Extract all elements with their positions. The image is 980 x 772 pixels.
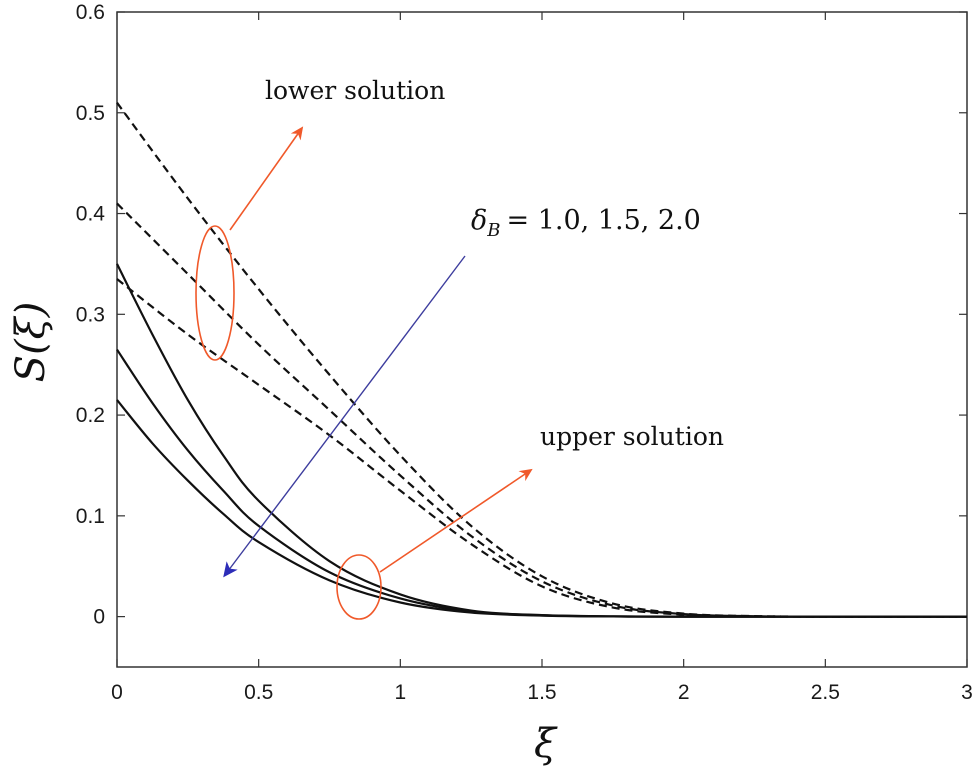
annotations: lower solution upper solution δB = 1.0, 1… xyxy=(195,76,724,620)
y-tick-label: 0.3 xyxy=(76,303,105,326)
y-tick-label: 0.2 xyxy=(76,404,105,427)
y-tick-label: 0.6 xyxy=(76,1,105,24)
lower-solution-label: lower solution xyxy=(265,76,445,105)
upper-solution-curve-6 xyxy=(116,399,968,618)
lower-solution-curve-2 xyxy=(116,202,968,618)
param-direction-arrow xyxy=(223,255,466,578)
x-tick-label: 1.5 xyxy=(527,681,556,704)
lower-solution-curve-1 xyxy=(116,102,968,618)
x-tick-label: 0 xyxy=(111,681,123,704)
data-series xyxy=(116,102,968,618)
y-axis-label: S(ξ) xyxy=(8,302,54,383)
upper-solution-label: upper solution xyxy=(540,422,724,451)
upper-solution-ellipse xyxy=(336,554,382,620)
y-tick-label: 0 xyxy=(93,606,105,629)
x-axis-label: ξ xyxy=(534,721,558,767)
x-tick-label: 3 xyxy=(961,681,973,704)
y-tick-label: 0.5 xyxy=(76,102,105,125)
lower-solution-ellipse xyxy=(195,225,235,361)
plot-area-frame xyxy=(116,11,968,668)
x-tick-label: 2 xyxy=(678,681,690,704)
param-symbol: δ xyxy=(471,205,487,236)
upper-solution-arrow xyxy=(379,468,533,573)
lower-solution-arrow xyxy=(229,126,304,231)
x-tick-label: 0.5 xyxy=(244,681,273,704)
param-values: = 1.0, 1.5, 2.0 xyxy=(507,205,701,236)
axis-tick-labels: 0 0.5 1 1.5 2 2.5 3 0 0.1 0.2 0.3 0.4 0.5 0.6 xyxy=(76,1,973,704)
axis-ticks xyxy=(116,11,968,667)
y-tick-label: 0.4 xyxy=(76,203,106,226)
x-tick-label: 1 xyxy=(394,681,406,704)
x-tick-label: 2.5 xyxy=(811,681,840,704)
y-tick-label: 0.1 xyxy=(76,505,105,528)
param-label: δB = 1.0, 1.5, 2.0 xyxy=(471,205,701,241)
param-subscript: B xyxy=(486,220,500,241)
